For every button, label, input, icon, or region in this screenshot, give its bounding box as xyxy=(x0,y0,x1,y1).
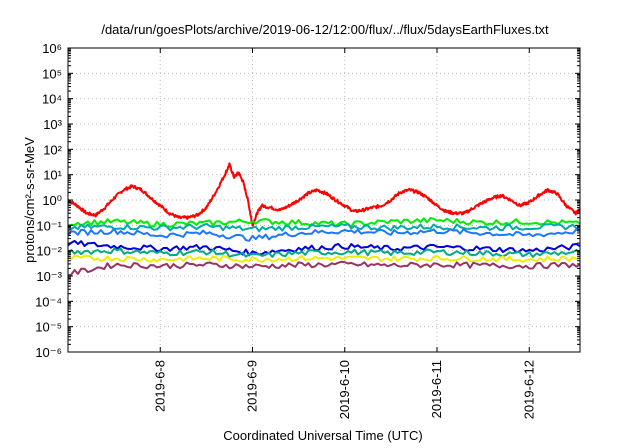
x-tick-label: 2019-6-9 xyxy=(245,360,260,412)
series-line-3 xyxy=(68,227,580,242)
series-line-1 xyxy=(68,217,580,228)
y-tick-label: 10² xyxy=(43,142,62,157)
y-tick-label: 10⁻² xyxy=(36,244,62,259)
y-tick-label: 10³ xyxy=(43,117,62,132)
series-line-6 xyxy=(68,254,580,264)
y-tick-label: 10⁴ xyxy=(42,92,62,107)
y-tick-label: 10⁻⁵ xyxy=(35,320,62,335)
chart-title: /data/run/goesPlots/archive/2019-06-12/1… xyxy=(101,22,549,37)
y-tick-label: 10⁶ xyxy=(42,41,62,56)
x-tick-label: 2019-6-12 xyxy=(521,360,536,419)
y-tick-label: 10⁵ xyxy=(42,66,62,81)
grid xyxy=(68,48,580,352)
y-axis: 10⁻⁶ 10⁻⁵ 10⁻⁴ 10⁻³ 10⁻² 10⁻¹ 10⁰ 10¹ 10² 10³ 10⁴ 1… xyxy=(35,41,580,360)
y-tick-label: 10⁻³ xyxy=(36,269,62,284)
series-line-2 xyxy=(68,222,580,233)
y-tick-label: 10⁰ xyxy=(42,193,62,208)
series-line-0 xyxy=(68,162,580,227)
x-tick-label: 2019-6-10 xyxy=(337,360,352,419)
series-layer xyxy=(68,162,580,277)
x-axis: 2019-6-8 2019-6-9 2019-6-10 2019-6-11 2019-6… xyxy=(152,48,536,419)
x-axis-label: Coordinated Universal Time (UTC) xyxy=(223,428,422,443)
y-tick-label: 10⁻⁶ xyxy=(35,345,62,360)
y-tick-label: 10⁻⁴ xyxy=(35,294,62,309)
y-axis-label: protons/cm²-s-sr-MeV xyxy=(22,137,37,263)
y-tick-label: 10⁻¹ xyxy=(36,218,62,233)
y-tick-label: 10¹ xyxy=(43,168,62,183)
x-tick-label: 2019-6-8 xyxy=(152,360,167,412)
series-line-4 xyxy=(68,239,580,257)
x-tick-label: 2019-6-11 xyxy=(429,360,444,418)
series-line-7 xyxy=(68,260,580,277)
series-line-5 xyxy=(68,247,580,258)
